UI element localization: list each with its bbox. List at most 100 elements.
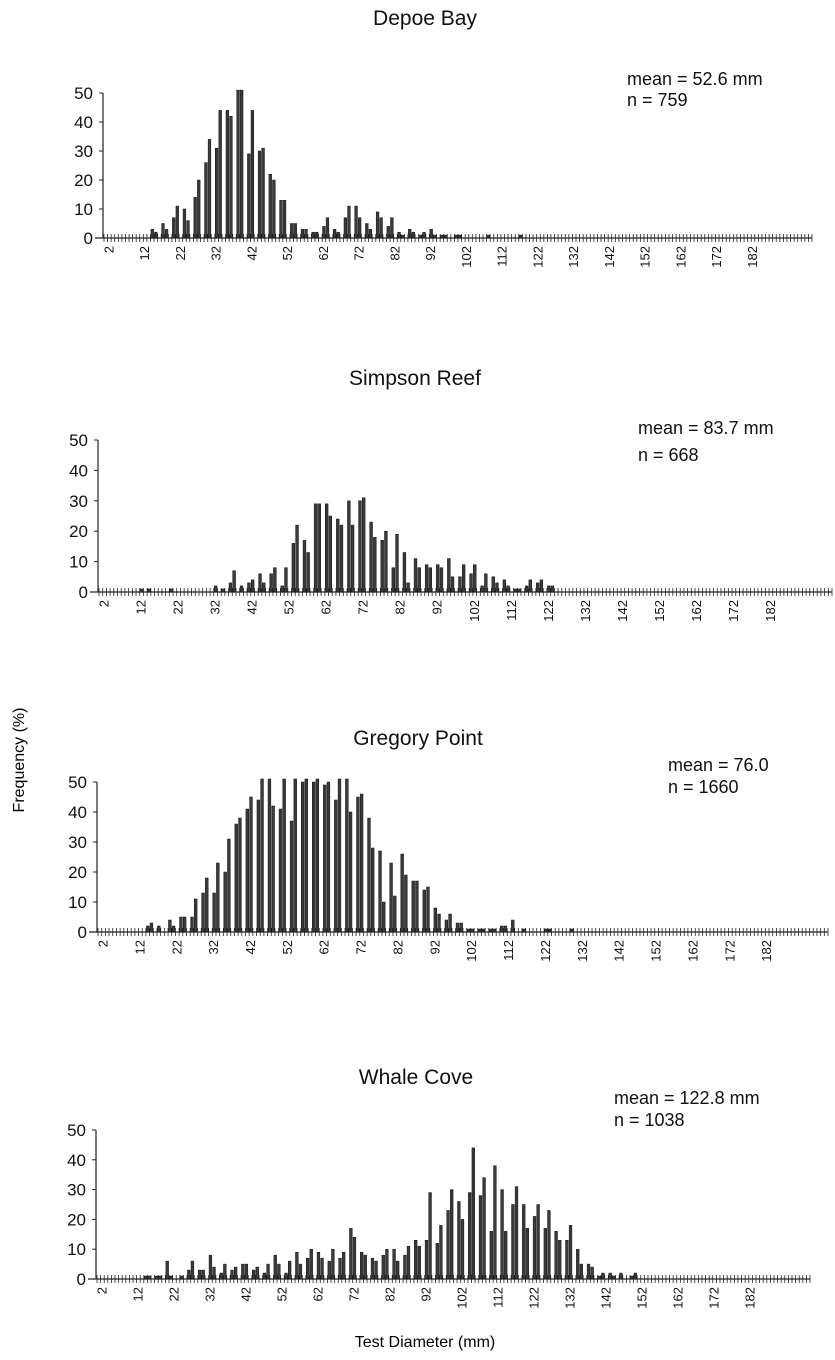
histogram-bar [350,524,355,593]
histogram-bar [371,847,375,933]
histogram-bar [518,234,523,239]
histogram-bar [228,582,233,593]
histogram-bar [477,928,482,933]
histogram-bar [215,147,219,239]
histogram-bar [504,1231,508,1280]
histogram-bar [143,1275,148,1280]
histogram-bar [486,234,491,239]
histogram-bar [468,1192,472,1280]
histogram-bar [262,582,266,593]
histogram-bar [481,928,485,933]
histogram-bar [278,808,283,933]
figure-y-axis-label: Frequency (%) [11,708,28,813]
histogram-bar [317,503,321,593]
x-tick-label: 52 [282,600,297,614]
histogram-bar [247,153,251,239]
histogram-bar [358,500,362,593]
histogram-bar [384,530,388,593]
histogram-bar [619,1272,623,1280]
histogram-bar [282,200,287,239]
histogram-bar [257,150,262,239]
x-tick-label: 42 [243,940,258,954]
x-tick-label: 122 [538,940,553,962]
histogram-bar [158,1275,162,1280]
histogram-bar [544,928,548,933]
histogram-bar [414,1240,418,1280]
histogram-bar [470,928,474,933]
histogram-bar [493,1165,497,1280]
histogram-bar [547,585,551,593]
histogram-bar [204,162,208,239]
x-tick-label: 142 [599,1287,614,1309]
x-tick-label: 32 [202,1287,217,1301]
histogram-bar [424,564,429,593]
chart-1: Simpson Reef mean = 83.7 mm n = 668 0 10 20 30… [69,367,833,622]
histogram-bar [444,919,449,933]
histogram-bar [313,503,318,593]
histogram-bar [212,892,216,933]
x-tick-label: 122 [530,246,545,268]
histogram-bar [334,799,338,933]
histogram-bar [175,205,179,239]
histogram-bar [454,234,458,239]
histogram-bar [180,1275,184,1280]
x-tick-label: 82 [390,940,405,954]
histogram-bar [289,820,294,933]
histogram-bar [517,588,521,593]
histogram-bar [443,234,448,239]
histogram-bar [147,588,151,593]
x-tick-label: 62 [317,940,332,954]
histogram-bar [182,208,187,239]
y-tick-label: 40 [68,803,87,822]
histogram-bar [362,497,366,593]
y-tick-label: 40 [74,113,93,132]
figure-x-axis-label: Test Diameter (mm) [355,1334,495,1351]
histogram-bar [168,919,172,933]
histogram-bar [428,567,432,593]
histogram-bar [458,576,462,593]
x-tick-label: 152 [649,940,664,962]
histogram-bar [213,585,218,593]
histogram-bar [411,231,415,239]
histogram-bar [397,231,401,239]
histogram-bar [201,892,205,933]
histogram-bar [522,928,526,933]
y-tick-label: 20 [69,522,88,541]
histogram-bar [326,781,331,933]
histogram-bar [323,784,327,933]
x-tick-label: 72 [356,600,371,614]
histogram-bar [547,928,552,933]
y-tick-label: 0 [84,229,93,248]
histogram-bar [633,1272,637,1280]
histogram-bar [436,564,440,593]
histogram-bar [422,889,426,933]
histogram-bar [386,226,390,239]
histogram-bar [333,229,337,239]
y-tick-label: 10 [69,553,88,572]
histogram-bar [291,543,296,593]
histogram-bar [205,877,209,933]
histogram-bar [252,1269,256,1280]
x-tick-label: 2 [96,940,111,947]
histogram-bar [306,1257,310,1280]
histogram-bar [369,521,373,593]
histogram-bar [190,1260,195,1280]
histogram-bar [525,1228,529,1280]
histogram-bar [457,1201,461,1280]
x-tick-label: 132 [578,600,593,622]
histogram-bar [428,1192,432,1280]
x-tick-label: 102 [464,940,479,962]
histogram-bar [433,907,437,933]
histogram-bar [279,200,283,239]
histogram-bar [404,874,408,933]
histogram-bar [234,1266,238,1280]
histogram-bar [461,564,466,593]
histogram-bar [400,853,404,933]
histogram-bar [406,1245,411,1280]
histogram-bar [550,585,555,593]
x-tick-label: 172 [726,600,741,622]
histogram-bar [558,1240,562,1280]
histogram-bar [169,588,173,593]
x-tick-label: 182 [743,1287,758,1309]
x-tick-label: 92 [423,246,438,260]
